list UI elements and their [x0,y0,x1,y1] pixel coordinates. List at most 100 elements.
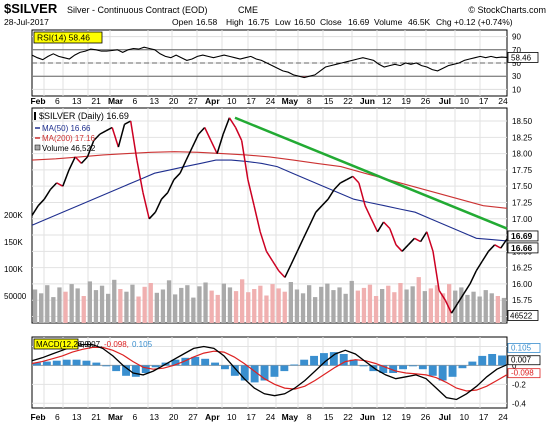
macd-histogram-bar [468,361,477,366]
price-line-segment [278,270,286,278]
volume-bar [75,288,80,323]
close-label: Close [320,17,342,27]
volume-bar [160,289,166,323]
volume-bar [489,293,494,323]
rsi-tick-label: 70 [512,46,521,55]
price-line-segment [240,140,249,180]
volume-bar [124,291,129,323]
signal-legend-value: -0.098, [104,340,129,349]
bottom-axis-label: May [282,412,299,422]
macd-histogram-bar [320,353,328,366]
volume-bar [288,282,293,323]
top-axis-label: 17 [246,96,256,106]
top-axis-label: 6 [55,96,60,106]
macd-histogram-bar [122,365,130,376]
price-line-segment [340,179,347,184]
price-line-segment [148,211,156,220]
bottom-axis-label: 17 [479,412,489,422]
volume-bar [45,285,50,323]
chg-label: Chg [436,17,452,27]
top-axis-label: 27 [188,96,198,106]
price-line-segment [247,179,255,206]
top-date-axis: Feb 6 13 21 Mar 6 13 20 27 Apr 10 17 24 May 8 15 22 Jun 12… [30,96,508,106]
macd-histogram-bar [201,358,210,366]
price-tag: 16.69 [511,231,533,241]
volume-tick-label: 50000 [4,292,27,301]
volume-bar [148,283,153,323]
price-panel: 18.5018.2518.0017.7517.5017.2517.0016.75… [4,107,539,324]
macd-histogram-bar [498,355,506,366]
volume-bar [416,277,421,323]
volume-bar [106,293,111,323]
price-line-segment [86,140,95,158]
macd-tick-label: 0 [512,361,517,370]
price-line-segment [426,231,434,252]
macd-legend-label: MACD(12,26,9) [36,340,92,349]
top-axis-label: Feb [30,96,45,106]
price-line-segment [37,198,45,207]
volume-bar [428,288,433,323]
volume-bar [209,290,214,323]
bottom-axis-label: 21 [91,412,101,422]
volume-tick-label: 150K [4,238,23,247]
volume-bar [87,281,92,323]
price-tick-label: 15.75 [512,296,533,305]
volume-bar [99,285,105,323]
price-line-segment [327,188,335,200]
macd-histogram-bar [240,365,249,381]
price-line-segment [321,198,329,207]
price-line-segment [222,117,231,135]
macd-histogram-bar [359,365,368,367]
price-line-segment [265,250,274,262]
price-line-segment [487,244,496,252]
macd-histogram-bar [33,362,41,366]
price-line-segment [124,120,132,125]
volume-tick-label: 100K [4,265,23,274]
price-line-segment [296,237,305,252]
volume-bar [440,293,446,323]
rsi-legend-label: RSI(14) 58.46 [37,33,90,43]
price-tick-label: 17.50 [512,182,533,191]
volume-bar [185,285,190,323]
volume-bar [337,287,342,323]
macd-histogram-bar [102,365,111,367]
bottom-axis-label: 26 [421,412,431,422]
volume-bar [81,296,86,323]
price-line-segment [160,192,169,200]
chg-value: +0.12 (+0.74%) [454,17,513,27]
ma200-legend-label: MA(200) 17.16 [42,134,95,143]
price-line-segment [62,169,70,187]
high-label: High [226,17,244,27]
price-line-segment [500,238,508,249]
price-line-segment [31,205,39,216]
macd-histogram-bar [290,364,299,366]
macd-histogram-bar [151,365,160,368]
bottom-axis-label: Jul [439,412,451,422]
price-line-segment [469,270,477,285]
bottom-axis-label: 10 [227,412,237,422]
macd-histogram-bar [379,365,388,373]
macd-histogram-bar [458,365,467,369]
price-line-segment [129,120,138,161]
price-tick-label: 17.00 [512,215,533,224]
top-axis-label: Mar [108,96,124,106]
price-line-segment [419,231,428,243]
price-tag-box [507,230,539,242]
bottom-axis-label: 24 [266,412,276,422]
macd-tick-label: -0.2 [512,380,526,389]
price-line-segment [259,231,268,252]
bottom-axis-label: Mar [108,412,124,422]
volume-bar [252,289,257,323]
ma200-line [31,151,508,209]
macd-histogram-bar [82,360,91,366]
price-line-segment [475,260,483,272]
macd-histogram-bar [329,352,338,366]
volume-tag: 46522 [510,311,533,320]
ma50-legend-label: MA(50) 16.66 [42,124,91,133]
top-axis-label: 26 [421,96,431,106]
price-line-segment [204,127,212,141]
volume-bar [422,291,427,323]
macd-histogram-bar [428,365,437,376]
macd-histogram-bar [300,359,309,366]
price-line-segment [185,146,194,161]
